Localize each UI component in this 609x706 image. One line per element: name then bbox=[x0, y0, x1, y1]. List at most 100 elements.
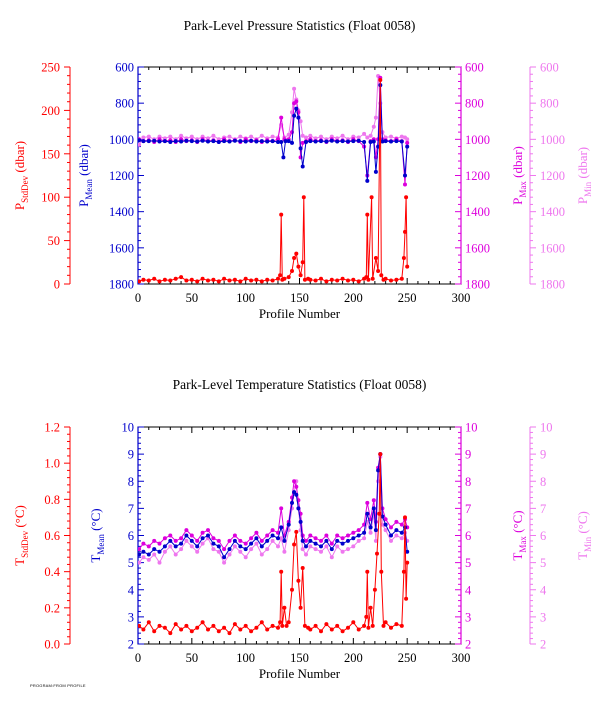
y-tick-label: 9 bbox=[465, 448, 471, 462]
data-point bbox=[351, 544, 356, 549]
data-point bbox=[195, 549, 200, 554]
y-axis-label-sub: Max bbox=[518, 181, 528, 198]
data-point bbox=[211, 139, 216, 144]
data-point bbox=[189, 544, 194, 549]
data-point bbox=[298, 119, 303, 124]
data-point bbox=[300, 164, 305, 169]
data-point bbox=[404, 195, 409, 200]
data-point bbox=[394, 519, 399, 524]
data-point bbox=[162, 625, 167, 630]
x-tick-label: 0 bbox=[135, 291, 141, 305]
data-point bbox=[282, 605, 287, 610]
data-point bbox=[368, 530, 373, 535]
data-point bbox=[157, 549, 162, 554]
data-point bbox=[200, 138, 205, 143]
y-tick-label: 5 bbox=[128, 556, 134, 570]
series-PMin bbox=[138, 74, 410, 147]
data-point bbox=[365, 135, 370, 140]
data-point bbox=[324, 622, 329, 627]
data-point bbox=[211, 541, 216, 546]
data-point bbox=[356, 135, 361, 140]
data-point bbox=[259, 133, 264, 138]
data-point bbox=[281, 155, 286, 160]
data-point bbox=[157, 560, 162, 565]
data-point bbox=[195, 544, 200, 549]
y-tick-label: 5 bbox=[465, 556, 471, 570]
data-point bbox=[259, 139, 264, 144]
data-point bbox=[141, 139, 146, 144]
data-point bbox=[300, 140, 305, 145]
data-point bbox=[292, 86, 297, 91]
data-point bbox=[356, 138, 361, 143]
data-point bbox=[216, 629, 221, 634]
data-point bbox=[211, 536, 216, 541]
y-tick-label: 1600 bbox=[465, 241, 490, 255]
data-point bbox=[249, 278, 254, 283]
data-point bbox=[371, 506, 376, 511]
data-point bbox=[389, 533, 393, 538]
data-point bbox=[313, 278, 318, 283]
data-point bbox=[279, 525, 284, 530]
data-point bbox=[300, 133, 305, 138]
series-line bbox=[138, 79, 408, 282]
y-axis-label-unit: (°C) bbox=[510, 510, 525, 536]
x-tick-label: 200 bbox=[344, 291, 363, 305]
data-point bbox=[308, 538, 313, 543]
data-point bbox=[146, 620, 151, 625]
data-point bbox=[279, 140, 284, 144]
y-tick-label: 1800 bbox=[465, 278, 490, 292]
y-tick-label: 1400 bbox=[465, 205, 490, 219]
data-point bbox=[351, 536, 356, 541]
data-point bbox=[371, 498, 376, 503]
data-point bbox=[401, 256, 406, 260]
data-point bbox=[376, 269, 381, 273]
data-point bbox=[368, 133, 373, 138]
data-point bbox=[200, 536, 205, 541]
y-tick-label: 0.8 bbox=[44, 493, 60, 507]
data-point bbox=[146, 544, 151, 549]
data-point bbox=[308, 277, 313, 282]
data-point bbox=[294, 106, 299, 111]
data-point bbox=[324, 139, 329, 144]
data-point bbox=[227, 538, 232, 543]
data-point bbox=[265, 533, 270, 538]
y-axis-label-main: T bbox=[88, 555, 103, 563]
data-point bbox=[216, 140, 221, 144]
data-point bbox=[232, 138, 237, 143]
data-point bbox=[319, 544, 323, 549]
y-tick-label: 7 bbox=[128, 502, 134, 516]
data-point bbox=[162, 277, 167, 282]
y-axis-label-unit: (dbar) bbox=[12, 141, 27, 176]
y-tick-label: 3 bbox=[540, 610, 546, 624]
data-point bbox=[211, 277, 216, 282]
data-point bbox=[319, 538, 323, 543]
data-point bbox=[294, 251, 299, 256]
x-axis-label: Profile Number bbox=[259, 306, 341, 321]
y-axis-label-sub: StdDev bbox=[20, 530, 30, 558]
data-point bbox=[405, 144, 410, 149]
data-point bbox=[319, 276, 323, 281]
y-tick-label: 1800 bbox=[109, 278, 134, 292]
y-tick-label: 1400 bbox=[109, 205, 134, 219]
data-point bbox=[294, 99, 299, 104]
data-point bbox=[211, 623, 216, 628]
data-point bbox=[279, 569, 284, 574]
data-point bbox=[294, 529, 299, 534]
data-point bbox=[232, 533, 237, 538]
data-point bbox=[298, 519, 303, 524]
data-point bbox=[371, 124, 376, 129]
y-tick-label: 600 bbox=[465, 61, 484, 75]
data-point bbox=[282, 549, 287, 554]
data-point bbox=[308, 544, 313, 549]
data-point bbox=[313, 547, 318, 552]
y-tick-label: 1000 bbox=[109, 133, 134, 147]
y-tick-label: 1.2 bbox=[44, 421, 60, 435]
data-point bbox=[168, 140, 173, 144]
data-point bbox=[365, 212, 370, 217]
data-point bbox=[286, 139, 291, 144]
data-point bbox=[276, 544, 280, 549]
data-point bbox=[381, 623, 386, 628]
data-point bbox=[383, 522, 388, 527]
data-point bbox=[168, 544, 173, 549]
data-point bbox=[383, 517, 388, 522]
